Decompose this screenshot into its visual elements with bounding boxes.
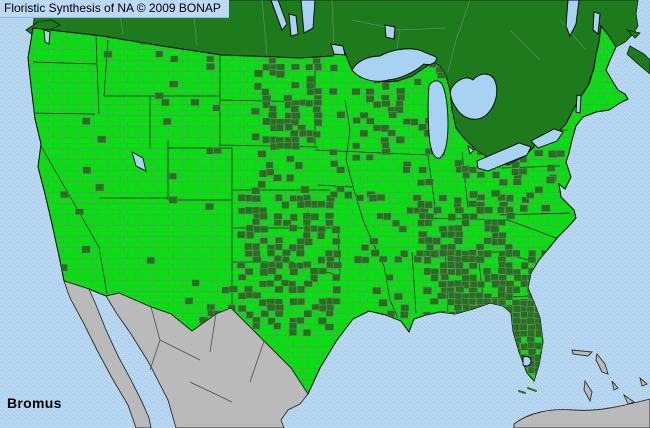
map-title-bar: Floristic Synthesis of NA © 2009 BONAP — [0, 0, 229, 18]
lake-ontario — [530, 128, 564, 149]
great-salt-lake — [131, 151, 147, 172]
lake-huron — [450, 73, 498, 120]
lake-nipigon — [384, 24, 396, 40]
map-title: Floristic Synthesis of NA © 2009 BONAP — [4, 1, 221, 15]
lake-st-clair — [467, 144, 475, 155]
lake-erie — [476, 142, 532, 172]
nova-scotia — [626, 45, 650, 75]
state-borders — [30, 35, 571, 319]
mexico-state-borders — [149, 306, 265, 403]
lake-michigan — [427, 80, 449, 159]
lake-okeechobee — [522, 356, 532, 367]
lake-winnipegosis — [270, 0, 288, 31]
lake-champlain — [575, 94, 582, 114]
taxon-name-label: Bromus — [7, 395, 62, 411]
florida-keys — [518, 387, 537, 394]
lake-winnipeg — [300, 0, 316, 34]
bahamas-islands — [571, 349, 648, 405]
st-lawrence-estuary — [565, 0, 580, 38]
cuba — [513, 398, 650, 428]
prince-edward-island — [625, 29, 641, 39]
lake-of-the-woods — [330, 43, 346, 56]
puget-sound — [43, 29, 51, 45]
lakes — [43, 0, 601, 367]
lake-superior — [351, 48, 437, 82]
lake-manitoba — [288, 13, 299, 37]
baja-california — [63, 280, 152, 428]
mexico-region — [63, 280, 650, 428]
st-lawrence-river — [592, 11, 601, 35]
